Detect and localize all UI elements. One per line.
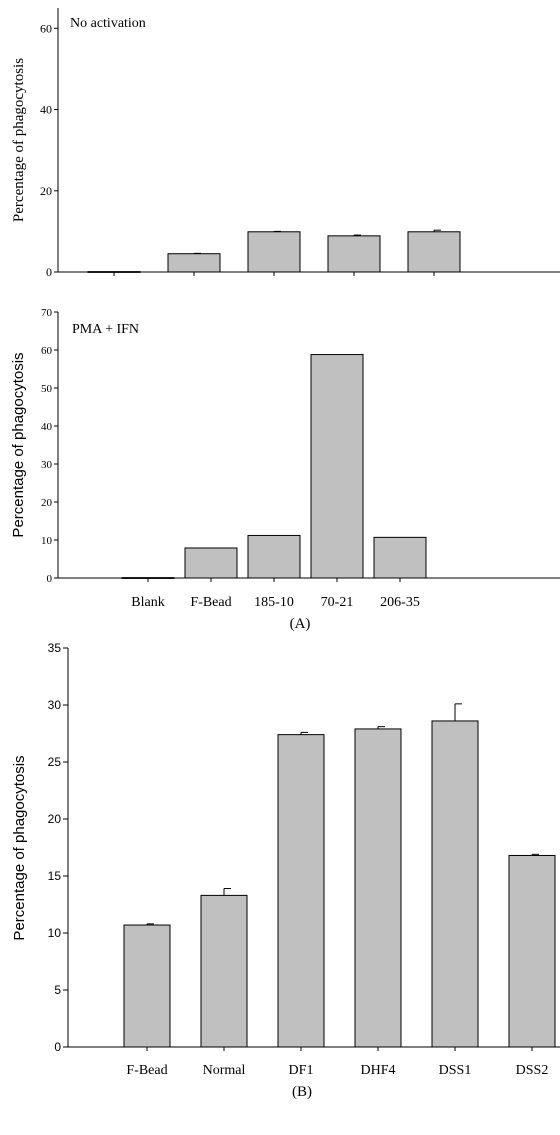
x-tick-label: 70-21 (321, 595, 354, 610)
y-tick-label: 40 (40, 103, 52, 117)
bar (310, 354, 364, 579)
bar (373, 536, 427, 579)
panel-pma-ifn: 0 10 20 30 40 50 60 70 Blank F-Bead 185-10 70-21 206… (10, 307, 560, 632)
x-tick-label: Blank (131, 595, 164, 610)
y-tick-label: 0 (54, 1040, 61, 1054)
y-tick-label: 60 (41, 345, 53, 357)
bar (200, 894, 248, 1048)
bar (167, 253, 221, 273)
panel-b: 0 5 10 15 20 25 30 35 F-Bead Normal DF1 DHF4 DSS1 DSS… (11, 641, 560, 1100)
y-tick-label: 0 (47, 573, 53, 585)
bar (184, 547, 238, 579)
y-tick-label: 40 (41, 421, 53, 433)
y-tick-label: 0 (46, 265, 52, 279)
bar (247, 534, 301, 579)
panel-label: (B) (292, 1084, 312, 1100)
x-tick-label: 185-10 (254, 595, 294, 610)
y-tick-label: 50 (41, 383, 53, 395)
panel-label: (A) (290, 616, 311, 632)
y-tick-label: 20 (40, 184, 52, 198)
bar (407, 231, 461, 273)
y-tick-label: 5 (54, 983, 61, 997)
panel-annotation: PMA + IFN (72, 322, 139, 337)
x-tick-label: DF1 (289, 1063, 314, 1078)
bar (247, 231, 301, 273)
y-tick-label: 70 (41, 307, 53, 319)
y-tick-label: 25 (48, 755, 62, 769)
bar (277, 734, 325, 1048)
y-tick-label: 15 (48, 869, 62, 883)
y-tick-label: 30 (48, 698, 62, 712)
y-axis-label: Percentage of phagocytosis (11, 755, 28, 940)
bar (123, 924, 171, 1048)
x-tick-label: 206-35 (380, 595, 420, 610)
panel-no-activation: 0 20 40 60 No activation Percentage of phagoc… (11, 8, 560, 279)
x-tick-label: DSS1 (439, 1063, 472, 1078)
y-tick-label: 30 (41, 459, 53, 471)
x-tick-label: DSS2 (516, 1063, 549, 1078)
y-axis-label: Percentage of phagocytosis (10, 352, 27, 537)
bar (327, 235, 381, 273)
y-tick-label: 60 (40, 21, 52, 35)
panel-annotation: No activation (70, 16, 146, 31)
x-tick-label: Normal (203, 1063, 246, 1078)
y-tick-label: 10 (48, 926, 62, 940)
x-tick-label: DHF4 (360, 1063, 395, 1078)
y-axis-label: Percentage of phagocytosis (11, 58, 27, 222)
x-tick-label: F-Bead (190, 595, 231, 610)
bar (508, 854, 556, 1048)
bar (121, 577, 175, 579)
y-tick-label: 35 (48, 641, 62, 655)
y-tick-label: 20 (41, 497, 53, 509)
y-tick-label: 10 (41, 535, 53, 547)
bar (354, 728, 402, 1048)
y-tick-label: 20 (48, 812, 62, 826)
bar (87, 271, 141, 273)
bar (431, 720, 479, 1048)
x-tick-label: F-Bead (126, 1063, 167, 1078)
